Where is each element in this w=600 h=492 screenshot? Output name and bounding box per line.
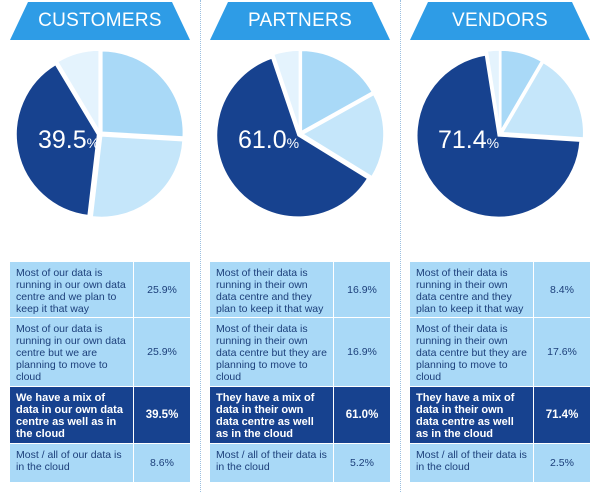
row-label: Most of their data is running in their o… — [210, 262, 334, 317]
highlight-value-label: 71.4% — [438, 126, 499, 154]
customers-table: Most of our data is running in our own d… — [10, 262, 190, 483]
highlight-value-label: 61.0% — [238, 126, 299, 154]
customers-pie-chart: 39.5% — [14, 48, 185, 219]
highlight-value-label: 39.5% — [38, 126, 99, 154]
pie-slice — [100, 49, 185, 139]
row-label: Most / all of their data is in the cloud — [410, 444, 534, 482]
row-value: 16.9% — [347, 283, 377, 296]
pie-slice — [215, 56, 370, 219]
row-value: 5.2% — [350, 457, 374, 469]
table-row: Most of our data is running in our own d… — [10, 262, 190, 318]
row-label: Most / all of their data is in the cloud — [210, 444, 334, 482]
table-row: Most of their data is running in their o… — [210, 262, 390, 318]
row-value: 16.9% — [347, 346, 377, 358]
table-row-highlight: They have a mix of data in their own dat… — [410, 387, 590, 444]
row-value: 25.9% — [147, 283, 177, 296]
row-value: 8.6% — [150, 457, 174, 469]
pie-slice — [415, 53, 582, 219]
column-divider — [400, 0, 401, 492]
panel-title: CUSTOMERS — [38, 10, 162, 31]
pie-slice — [300, 92, 386, 179]
row-label: Most of our data is running in our own d… — [10, 318, 134, 386]
table-row: Most of their data is running in their o… — [410, 262, 590, 318]
table-row: Most / all of their data is in the cloud… — [210, 444, 390, 483]
pie-slice — [272, 48, 301, 133]
row-label: Most of their data is running in their o… — [210, 318, 334, 386]
row-label: They have a mix of data in their own dat… — [210, 387, 334, 443]
table-row: Most / all of our data is in the cloud 8… — [10, 444, 190, 483]
vendors-pie-chart: 71.4% — [415, 48, 585, 219]
partners-pie-chart: 61.0% — [215, 48, 386, 219]
title-banner — [410, 2, 590, 40]
title-banner — [210, 2, 390, 40]
table-row: Most of their data is running in their o… — [210, 318, 390, 387]
pie-slice — [485, 48, 501, 132]
table-row-highlight: They have a mix of data in their own dat… — [210, 387, 390, 444]
row-value: 39.5% — [145, 409, 179, 421]
row-label: Most of their data is running in their o… — [410, 318, 534, 386]
pie-slice — [500, 60, 585, 140]
row-value: 71.4% — [545, 409, 579, 421]
partners-panel: PARTNERS 61.0% Most of their data is run… — [210, 0, 390, 492]
table-row: Most / all of their data is in the cloud… — [410, 444, 590, 483]
pie-slice — [90, 134, 185, 219]
row-value: 17.6% — [547, 346, 577, 358]
row-value: 61.0% — [345, 409, 379, 421]
row-value: 8.4% — [550, 283, 574, 296]
row-value: 25.9% — [147, 346, 177, 358]
pie-slice — [300, 49, 375, 134]
row-label: They have a mix of data in their own dat… — [410, 387, 534, 443]
vendors-table: Most of their data is running in their o… — [410, 262, 590, 483]
vendors-panel: VENDORS 71.4% Most of their data is runn… — [410, 0, 590, 492]
customers-panel: CUSTOMERS 39.5% Most of our data is runn… — [10, 0, 190, 492]
row-label: Most / all of our data is in the cloud — [10, 444, 134, 482]
row-label: Most of their data is running in their o… — [410, 262, 534, 317]
pie-slice — [55, 48, 101, 136]
row-label: We have a mix of data in our own data ce… — [10, 387, 134, 443]
row-value: 2.5% — [550, 457, 574, 469]
partners-table: Most of their data is running in their o… — [210, 262, 390, 483]
table-row: Most of their data is running in their o… — [410, 318, 590, 387]
row-label: Most of our data is running in our own d… — [10, 262, 134, 317]
panel-title: PARTNERS — [247, 10, 353, 31]
pie-slice — [14, 62, 99, 218]
panel-title: VENDORS — [451, 10, 549, 31]
title-banner — [10, 2, 190, 40]
table-row-highlight: We have a mix of data in our own data ce… — [10, 387, 190, 444]
column-divider — [200, 0, 201, 492]
table-row: Most of our data is running in our own d… — [10, 318, 190, 387]
